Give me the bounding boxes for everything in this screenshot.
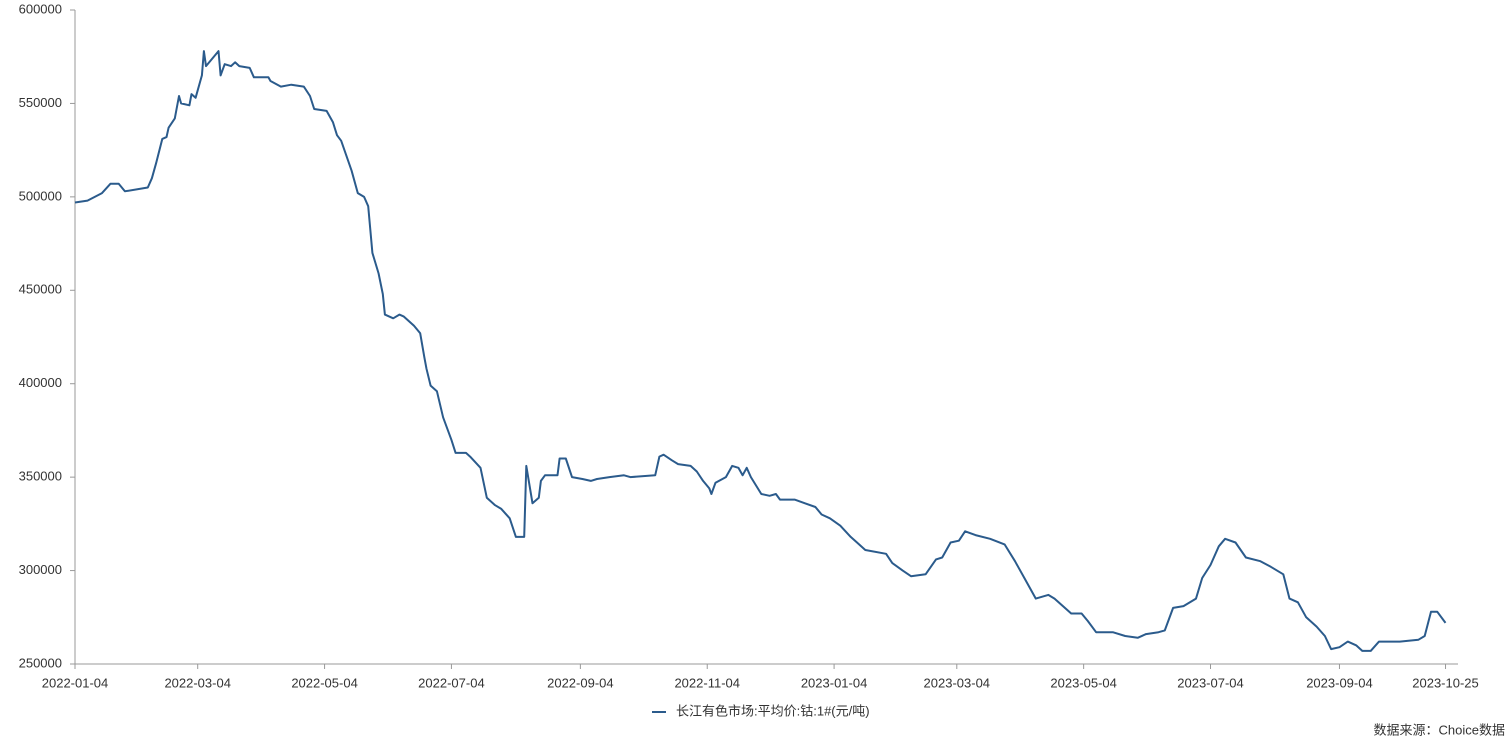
x-tick-label: 2023-03-04: [924, 675, 991, 690]
y-tick-label: 500000: [19, 188, 62, 203]
y-tick-label: 300000: [19, 562, 62, 577]
legend-label: 长江有色市场:平均价:钴:1#(元/吨): [676, 703, 870, 718]
x-tick-label: 2023-09-04: [1306, 675, 1373, 690]
x-tick-label: 2022-07-04: [418, 675, 485, 690]
x-tick-label: 2023-10-25: [1412, 675, 1479, 690]
y-tick-label: 450000: [19, 282, 62, 297]
y-tick-label: 400000: [19, 375, 62, 390]
x-tick-label: 2023-01-04: [801, 675, 868, 690]
y-tick-label: 350000: [19, 469, 62, 484]
y-tick-label: 550000: [19, 95, 62, 110]
series-line: [74, 50, 1447, 652]
x-tick-label: 2023-05-04: [1050, 675, 1117, 690]
y-tick-label: 600000: [19, 1, 62, 16]
x-tick-label: 2022-11-04: [674, 675, 740, 690]
x-tick-label: 2022-03-04: [164, 675, 231, 690]
x-tick-label: 2022-01-04: [42, 675, 109, 690]
x-tick-label: 2022-05-04: [291, 675, 358, 690]
x-tick-label: 2022-09-04: [547, 675, 614, 690]
source-note: 数据来源：Choice数据: [1374, 722, 1505, 737]
x-tick-label: 2023-07-04: [1177, 675, 1244, 690]
y-tick-label: 250000: [19, 655, 62, 670]
